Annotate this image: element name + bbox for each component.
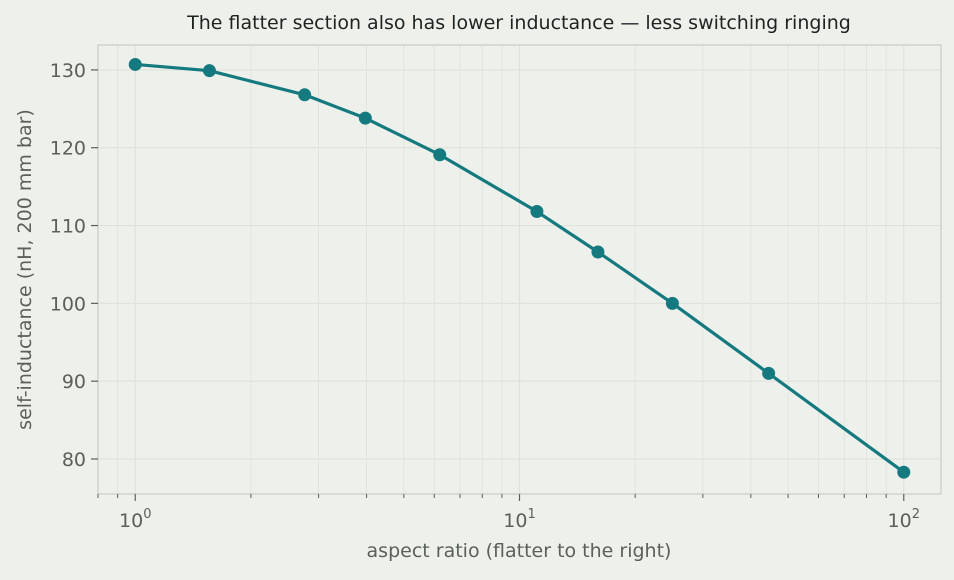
- data-point: [530, 205, 544, 219]
- data-point: [298, 88, 312, 102]
- data-point: [128, 57, 142, 71]
- y-tick-label: 130: [50, 60, 86, 82]
- data-point: [202, 64, 216, 78]
- axis-ticks: 100 101 102 80 90 100 110 120 130: [50, 60, 920, 532]
- x-tick-label: 101: [503, 507, 535, 532]
- y-tick-label: 120: [50, 138, 86, 160]
- data-point: [358, 111, 372, 125]
- data-point: [433, 148, 447, 162]
- data-point: [665, 296, 679, 310]
- data-point: [897, 465, 911, 479]
- y-tick-label: 100: [50, 293, 86, 315]
- data-point: [591, 245, 605, 259]
- series-layer: [128, 57, 911, 479]
- grid: [97, 45, 941, 494]
- x-axis-label: aspect ratio (flatter to the right): [367, 540, 672, 562]
- x-tick-label: 100: [119, 507, 151, 532]
- series-line: [133, 62, 906, 474]
- data-point: [762, 366, 776, 380]
- y-tick-label: 110: [50, 216, 86, 238]
- chart-title: The flatter section also has lower induc…: [186, 12, 851, 34]
- y-tick-label: 90: [62, 371, 86, 393]
- y-axis-label: self-inductance (nH, 200 mm bar): [14, 109, 36, 430]
- y-tick-label: 80: [62, 449, 86, 471]
- x-tick-label: 102: [888, 507, 920, 532]
